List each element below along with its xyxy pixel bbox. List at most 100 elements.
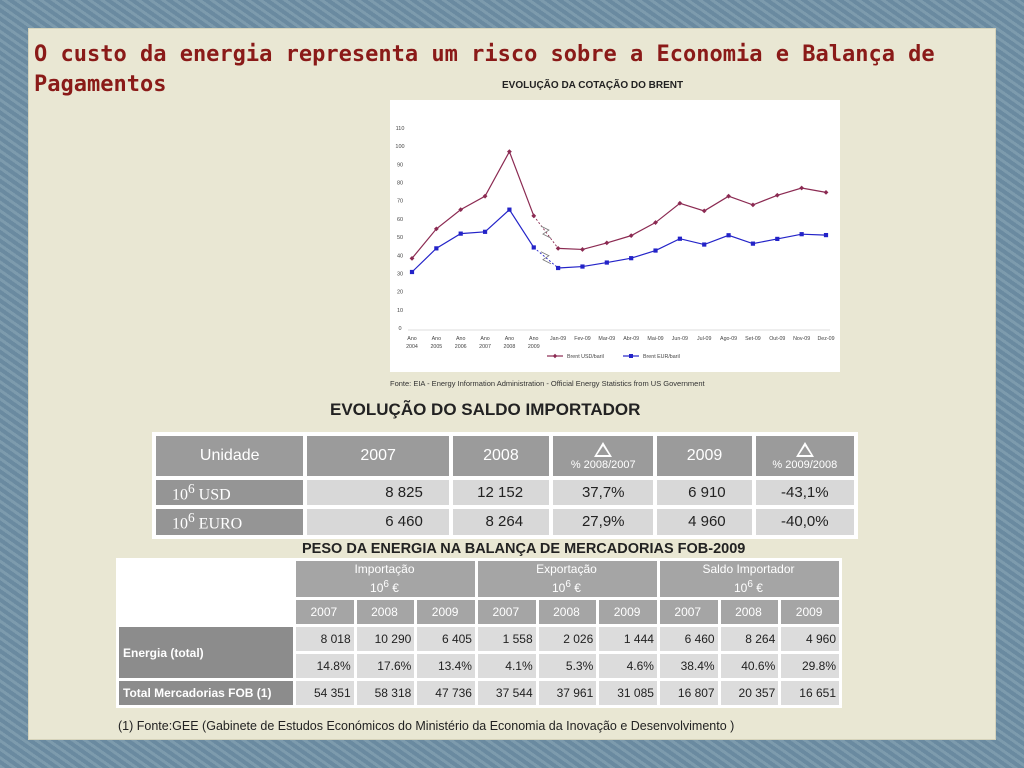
x-tick-label: Ago-09 [720, 336, 737, 342]
x-tick-label: 2006 [455, 344, 467, 350]
x-tick-label: Dez-09 [817, 336, 834, 342]
peso-year-header: 2007 [296, 600, 354, 624]
saldo-header-delta1: % 2008/2007 [553, 436, 654, 476]
peso-total-row: Total Mercadorias FOB (1) 54 351 58 318 47… [119, 681, 839, 705]
legend-marker-usd [552, 353, 558, 359]
y-tick-label: 20 [397, 290, 403, 296]
peso-energia-pct: 4.6% [599, 654, 657, 678]
data-point-usd [604, 240, 610, 246]
saldo-table: Unidade 2007 2008 % 2008/2007 2009 % 200… [152, 432, 858, 539]
x-tick-label: Jan-09 [550, 336, 566, 342]
delta-icon [594, 441, 613, 457]
saldo-cell: 37,7% [553, 480, 654, 506]
peso-energia-value: 2 026 [538, 627, 597, 651]
chart-title: EVOLUÇÃO DA COTAÇÃO DO BRENT [502, 80, 684, 91]
x-tick-label: Ano [480, 336, 489, 342]
data-point-usd [677, 200, 683, 206]
saldo-header-unidade: Unidade [156, 436, 304, 476]
saldo-header-delta1-label: % 2008/2007 [570, 458, 636, 471]
saldo-header-delta2: % 2009/2008 [755, 436, 854, 476]
saldo-header-2008: 2008 [452, 436, 550, 476]
saldo-cell: -40,0% [755, 509, 854, 535]
data-point-eur [409, 269, 415, 275]
peso-corner [119, 600, 293, 624]
x-tick-label: Ano [529, 336, 538, 342]
data-point-usd [482, 193, 488, 199]
saldo-row-usd: 106 USD 8 825 12 152 37,7% 6 910 -43,1% [156, 480, 854, 506]
peso-year-header: 2008 [538, 600, 597, 624]
saldo-title: EVOLUÇÃO DO SALDO IMPORTADOR [330, 400, 641, 419]
x-tick-label: Nov-09 [793, 336, 810, 342]
x-tick-label: Fev-09 [574, 336, 591, 342]
y-tick-label: 0 [398, 326, 401, 332]
data-point-eur [653, 248, 658, 253]
y-tick-label: 70 [397, 199, 403, 205]
saldo-cell: 6 460 [307, 509, 449, 535]
y-tick-label: 100 [395, 144, 404, 150]
saldo-row-label: 106 EURO [156, 509, 304, 535]
peso-energia-value: 6 460 [659, 627, 718, 651]
peso-energia-value: 8 264 [720, 627, 779, 651]
saldo-cell: 8 825 [307, 480, 449, 506]
series-break-connector [533, 247, 559, 269]
peso-total-value: 47 736 [417, 681, 475, 705]
peso-energia-pct: 5.3% [538, 654, 597, 678]
data-point-usd [458, 207, 464, 213]
x-tick-label: Ano [407, 336, 416, 342]
data-point-usd [750, 202, 756, 208]
series-line-usd [411, 150, 535, 259]
data-point-eur [507, 207, 512, 212]
peso-energia-value: 1 558 [477, 627, 536, 651]
saldo-cell: 27,9% [553, 509, 654, 535]
data-point-eur [750, 241, 756, 246]
peso-total-value: 20 357 [720, 681, 779, 705]
data-point-usd [580, 247, 585, 252]
peso-total-value: 54 351 [296, 681, 354, 705]
peso-energia-value: 4 960 [781, 627, 839, 651]
x-tick-label: Ano [456, 336, 465, 342]
axis-break-icon [540, 251, 552, 265]
data-point-eur [677, 236, 682, 241]
x-tick-label: Out-09 [769, 336, 785, 342]
x-tick-label: 2009 [528, 344, 540, 350]
x-tick-label: Mar-09 [598, 336, 615, 342]
data-point-eur [556, 265, 561, 271]
data-point-eur [799, 232, 804, 237]
data-point-usd [628, 233, 634, 239]
saldo-cell: 4 960 [657, 509, 752, 535]
peso-energia-value: 8 018 [296, 627, 354, 651]
legend-label-usd: Brent USD/baril [567, 354, 604, 360]
y-tick-label: 80 [397, 181, 403, 187]
peso-energia-pct: 4.1% [477, 654, 536, 678]
brent-chart: 0 10 20 30 40 50 60 70 80 90 100 110 Ano 2004 Ano 2005 A… [390, 100, 840, 372]
data-point-eur [702, 242, 707, 247]
peso-year-header: 2008 [356, 600, 415, 624]
data-point-usd [433, 226, 439, 232]
saldo-cell: 6 910 [657, 480, 752, 506]
saldo-row-label: 106 USD [156, 480, 304, 506]
data-point-eur [458, 231, 463, 236]
saldo-cell: 12 152 [452, 480, 550, 506]
data-point-eur [726, 233, 731, 238]
series-line-eur [558, 233, 827, 269]
peso-year-header: 2009 [417, 600, 475, 624]
data-point-eur [482, 229, 488, 234]
peso-energia-pct: 40.6% [720, 654, 779, 678]
saldo-header-2009: 2009 [657, 436, 752, 476]
y-tick-label: 40 [397, 253, 403, 259]
axis-break-icon [540, 225, 552, 239]
peso-energia-pct: 29.8% [781, 654, 839, 678]
x-tick-label: Set-09 [745, 336, 761, 342]
x-tick-label: 2008 [504, 344, 516, 350]
peso-years-row: 2007 2008 2009 2007 2008 2009 2007 2008 2009 [119, 600, 839, 624]
y-tick-label: 50 [397, 235, 403, 241]
x-tick-label: Jun-09 [672, 336, 688, 342]
peso-energia-value: 1 444 [599, 627, 657, 651]
peso-year-header: 2007 [659, 600, 718, 624]
peso-table: Importação 106 € Exportação 106 € Saldo Im… [116, 558, 842, 708]
peso-energia-pct: 17.6% [356, 654, 415, 678]
data-point-usd [555, 245, 561, 251]
y-tick-label: 30 [397, 271, 403, 277]
delta-icon [795, 441, 814, 457]
x-tick-label: Ano [432, 336, 441, 342]
